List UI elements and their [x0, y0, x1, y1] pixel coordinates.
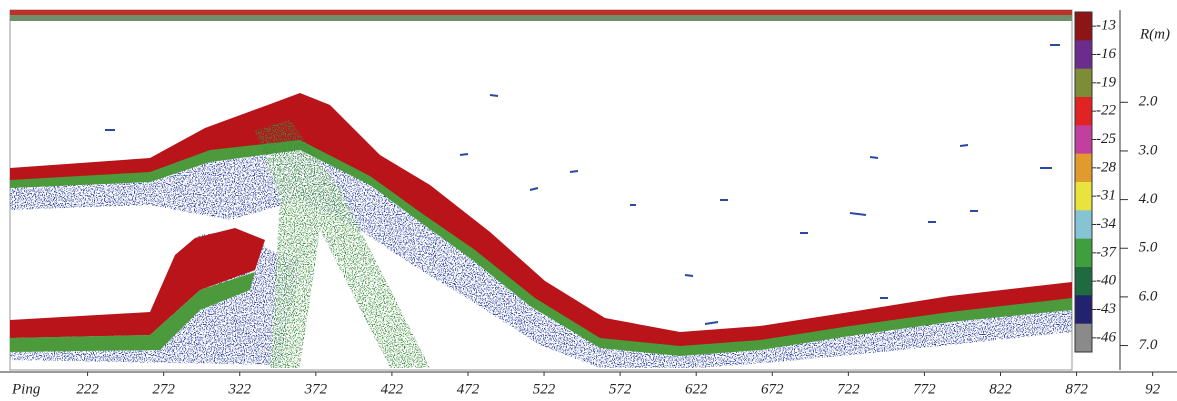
colorbar-swatch: [1075, 295, 1092, 325]
colorbar-frame: [1074, 11, 1093, 353]
colorbar-tick-label: -13: [1096, 18, 1116, 34]
y2-tick-label: 6.0: [1139, 288, 1158, 304]
lower-echo-green: [10, 272, 255, 352]
colorbar-swatch: [1075, 238, 1092, 268]
surface-band: [10, 10, 1072, 15]
x-tick-label: 722: [837, 381, 860, 397]
colorbar-swatch: [1075, 125, 1092, 155]
colorbar-swatch: [1075, 210, 1092, 240]
colorbar-tick-label: -22: [1096, 103, 1116, 119]
x-tick-label: 272: [152, 381, 175, 397]
x-tick-label: 772: [913, 381, 936, 397]
x-tick-label: 822: [989, 381, 1012, 397]
colorbar-tick-label: -28: [1096, 159, 1116, 175]
colorbar-tick-label: -46: [1096, 329, 1116, 345]
x-tick-label: 92: [1145, 381, 1161, 397]
y2-tick-label: 2.0: [1139, 94, 1158, 110]
seabed-echo: [10, 93, 1072, 346]
x-axis-label: Ping: [11, 381, 41, 397]
colorbar-tick-label: -19: [1096, 74, 1116, 90]
x-tick-label: 372: [304, 381, 328, 397]
x-tick-label: 422: [381, 381, 404, 397]
x-tick-label: 322: [227, 381, 251, 397]
y2-tick-label: 4.0: [1139, 191, 1158, 207]
colorbar-tick-label: -34: [1096, 216, 1116, 232]
colorbar-tick-label: -25: [1096, 131, 1116, 147]
colorbar-tick-label: -31: [1096, 188, 1116, 204]
colorbar-swatch: [1075, 153, 1092, 183]
y2-tick-label: 3.0: [1138, 142, 1158, 158]
colorbar-swatch: [1075, 97, 1092, 126]
colorbar-tick-label: -43: [1096, 301, 1116, 317]
x-tick-label: 222: [76, 381, 99, 397]
y2-tick-label: 7.0: [1139, 337, 1158, 353]
echogram-image: [9, 9, 1073, 371]
y2-tick-label: 5.0: [1139, 240, 1158, 256]
colorbar-tick-label: -37: [1096, 244, 1117, 260]
colorbar-swatch: [1075, 182, 1092, 211]
colorbar-swatch: [1075, 323, 1092, 353]
plume-echo: [255, 120, 430, 368]
colorbar-tick-label: -16: [1096, 46, 1116, 62]
x-tick-label: 872: [1065, 381, 1088, 397]
x-tick-label: 622: [685, 381, 708, 397]
colorbar-swatch: [1075, 267, 1092, 296]
fish-targets: [105, 44, 1060, 325]
x-tick-label: 672: [761, 381, 784, 397]
surface-band: [10, 15, 1072, 21]
colorbar-swatch: [1075, 12, 1092, 41]
colorbar-swatch: [1075, 40, 1092, 70]
lower-echo: [10, 228, 265, 338]
colorbar-tick-label: -40: [1096, 273, 1116, 289]
x-tick-label: 472: [457, 381, 480, 397]
x-tick-label: 572: [609, 381, 632, 397]
colorbar-swatch: [1075, 68, 1092, 98]
seabed-green: [10, 96, 1072, 356]
y2-axis-label: R(m): [1139, 26, 1170, 42]
x-tick-label: 522: [533, 381, 556, 397]
